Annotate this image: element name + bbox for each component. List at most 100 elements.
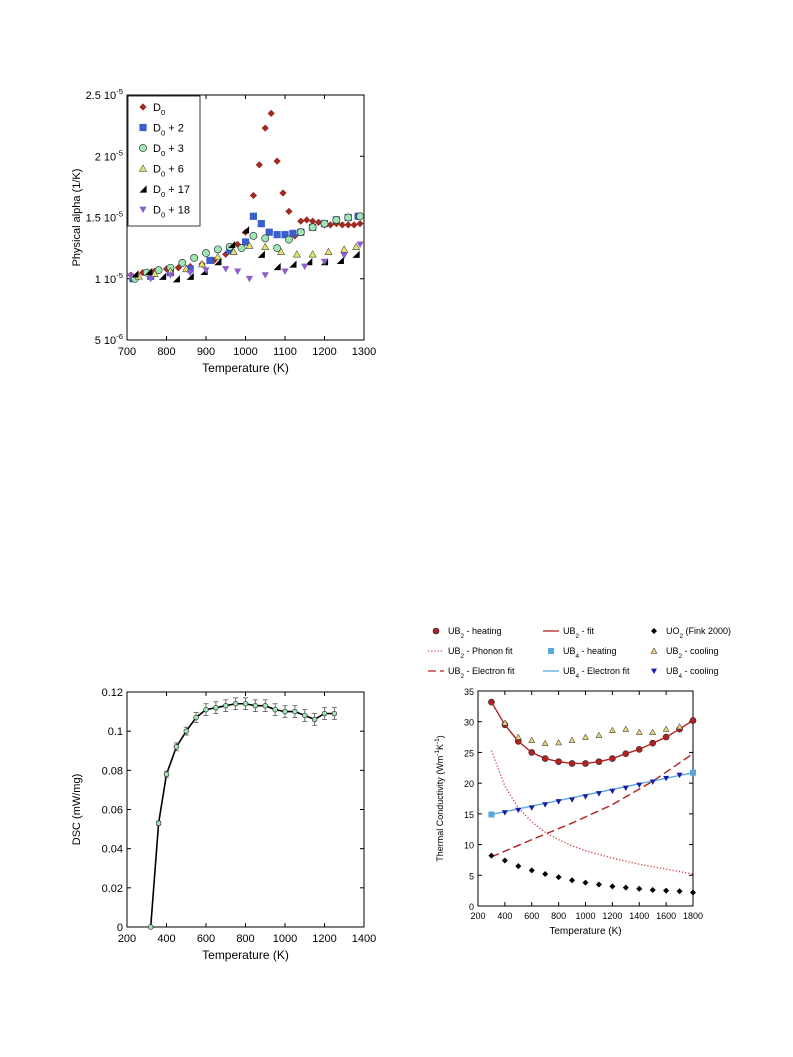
- series-line: [490, 701, 694, 765]
- x-tick-label: 900: [197, 346, 215, 358]
- y-tick-label: 2.5 10-5: [86, 87, 123, 102]
- x-tick-label: 1800: [683, 911, 703, 921]
- data-point: [320, 258, 329, 266]
- data-point: [223, 703, 229, 709]
- legend-marker: [651, 668, 657, 674]
- data-point: [273, 231, 281, 239]
- data-point: [302, 712, 308, 719]
- legend-marker: [139, 103, 147, 111]
- data-point: [515, 807, 522, 814]
- data-point: [279, 189, 287, 197]
- data-point: [676, 888, 683, 895]
- x-tick-label: 1000: [575, 911, 595, 921]
- legend-label: UB2 - fit: [563, 626, 595, 640]
- data-point: [501, 857, 508, 864]
- data-point: [172, 275, 180, 283]
- data-point: [622, 725, 630, 732]
- data-point: [229, 247, 238, 255]
- data-point: [198, 259, 207, 268]
- y-axis-label: DSC (mW/mg): [71, 774, 83, 846]
- data-point: [528, 736, 536, 743]
- data-point: [338, 221, 346, 229]
- x-axis-label: Temperature (K): [202, 361, 289, 375]
- data-point: [501, 719, 509, 726]
- data-point: [528, 805, 535, 811]
- thermal-conductivity-chart: 200 400 600 800 1000 1200 1400 1600 1800 0 5 10 15 20…: [428, 626, 731, 937]
- y-tick-label: 0.08: [102, 765, 123, 777]
- data-point: [332, 216, 341, 224]
- data-point: [582, 794, 589, 800]
- legend-label: UB4 - heating: [563, 646, 617, 660]
- data-point: [272, 706, 278, 713]
- data-point: [202, 267, 210, 274]
- dsc-line: [149, 702, 335, 928]
- legend-marker: [139, 123, 147, 132]
- data-point: [261, 234, 270, 243]
- x-tick-label: 1400: [629, 911, 649, 921]
- legend-label: D0: [153, 102, 165, 117]
- data-point: [569, 877, 576, 884]
- data-point: [690, 889, 696, 896]
- data-point: [186, 272, 194, 280]
- data-point: [282, 708, 288, 715]
- legend-label: UO2 (Fink 2000): [666, 626, 731, 640]
- legend-label: UB4 - cooling: [666, 666, 719, 680]
- legend-label: UB2 - heating: [448, 626, 502, 640]
- data-point: [193, 714, 199, 721]
- series-3: [491, 753, 694, 858]
- data-point: [285, 207, 293, 215]
- series-line: [490, 750, 694, 875]
- data-point: [281, 231, 289, 239]
- data-point: [568, 736, 576, 743]
- data-point: [320, 219, 329, 228]
- data-point: [158, 272, 167, 280]
- x-tick-label: 200: [118, 933, 136, 945]
- data-point: [528, 867, 535, 874]
- data-point: [676, 723, 683, 730]
- data-point: [245, 241, 254, 249]
- data-point: [314, 218, 323, 226]
- data-point: [213, 245, 222, 254]
- data-point: [289, 229, 297, 238]
- legend-marker: [138, 164, 148, 172]
- data-point: [241, 238, 250, 246]
- data-point: [331, 710, 338, 717]
- data-point: [321, 710, 328, 717]
- data-point: [356, 212, 364, 221]
- data-point: [609, 788, 616, 795]
- data-point: [150, 269, 159, 277]
- x-axis-label: Temperature (K): [202, 948, 289, 962]
- data-point: [163, 771, 170, 777]
- y-tick-label: 0.06: [102, 805, 123, 817]
- data-point: [582, 879, 589, 886]
- data-point: [186, 265, 194, 273]
- y-tick-label: 0.04: [102, 844, 123, 856]
- x-axis-label: Temperature (K): [549, 926, 621, 937]
- data-point: [662, 725, 670, 732]
- data-point: [261, 124, 269, 132]
- data-point: [178, 258, 187, 267]
- x-tick-label: 400: [497, 911, 512, 921]
- x-tick-label: 200: [470, 911, 485, 921]
- y-tick-label: 2 10-5: [95, 148, 123, 163]
- data-point: [292, 708, 298, 715]
- data-point: [356, 241, 364, 249]
- data-point: [309, 217, 317, 225]
- data-point: [261, 272, 269, 279]
- y-tick-label: 25: [464, 748, 474, 758]
- data-point: [213, 252, 222, 260]
- data-point: [241, 226, 250, 234]
- data-point: [344, 221, 352, 229]
- legend: D0 D0 + 2 D0 + 3 D0 + 6 D0 + 17 D0 + 18: [127, 95, 201, 227]
- legend-marker: [650, 647, 658, 654]
- data-point: [245, 275, 254, 283]
- x-tick-label: 1100: [273, 346, 297, 358]
- data-point: [203, 706, 209, 713]
- data-point: [488, 698, 495, 706]
- legend-marker: [139, 144, 147, 152]
- x-tick-label: 1000: [233, 346, 257, 358]
- data-point: [311, 716, 318, 723]
- data-point: [303, 216, 311, 224]
- y-tick-label: 15: [464, 810, 474, 820]
- data-point: [292, 250, 301, 258]
